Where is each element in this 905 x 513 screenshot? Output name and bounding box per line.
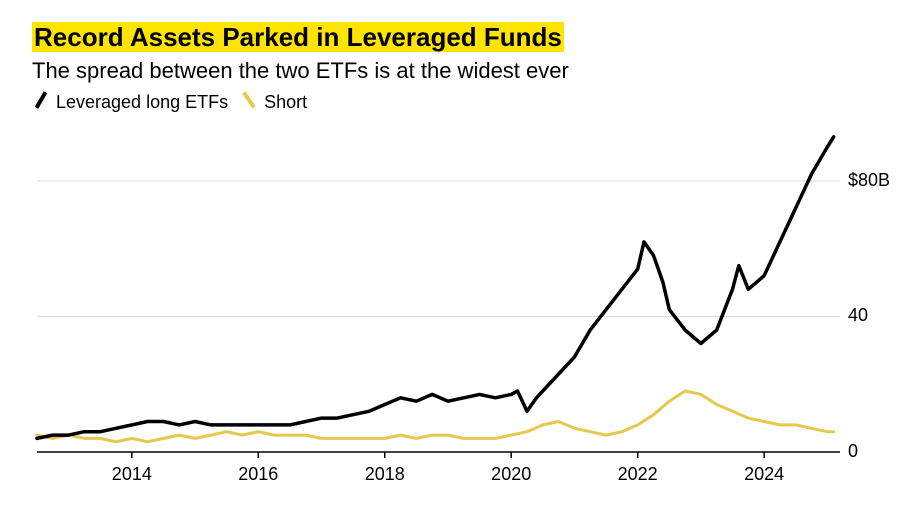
legend-swatch-short-icon xyxy=(242,91,256,108)
legend-swatch-long-icon xyxy=(35,91,47,109)
chart-subtitle: The spread between the two ETFs is at th… xyxy=(32,58,569,84)
x-axis-label: 2020 xyxy=(491,464,531,485)
title-part2: Leveraged Funds xyxy=(347,22,562,52)
x-axis-label: 2022 xyxy=(618,464,658,485)
chart-area: 040$80B201420162018202020222024 xyxy=(32,120,877,490)
chart-title: Record Assets Parked in Leveraged Funds xyxy=(32,22,564,53)
x-axis-label: 2024 xyxy=(744,464,784,485)
x-axis-label: 2018 xyxy=(365,464,405,485)
y-axis-label: 40 xyxy=(848,305,868,326)
chart-legend: Leveraged long ETFs Short xyxy=(32,92,307,113)
title-part1: Record Assets Parked in xyxy=(34,22,347,52)
line-chart xyxy=(32,120,877,490)
x-axis-label: 2016 xyxy=(238,464,278,485)
x-axis-label: 2014 xyxy=(112,464,152,485)
y-axis-label: 0 xyxy=(848,441,858,462)
y-axis-label: $80B xyxy=(848,170,890,191)
legend-label-long: Leveraged long ETFs xyxy=(56,92,228,113)
legend-label-short: Short xyxy=(264,92,307,113)
